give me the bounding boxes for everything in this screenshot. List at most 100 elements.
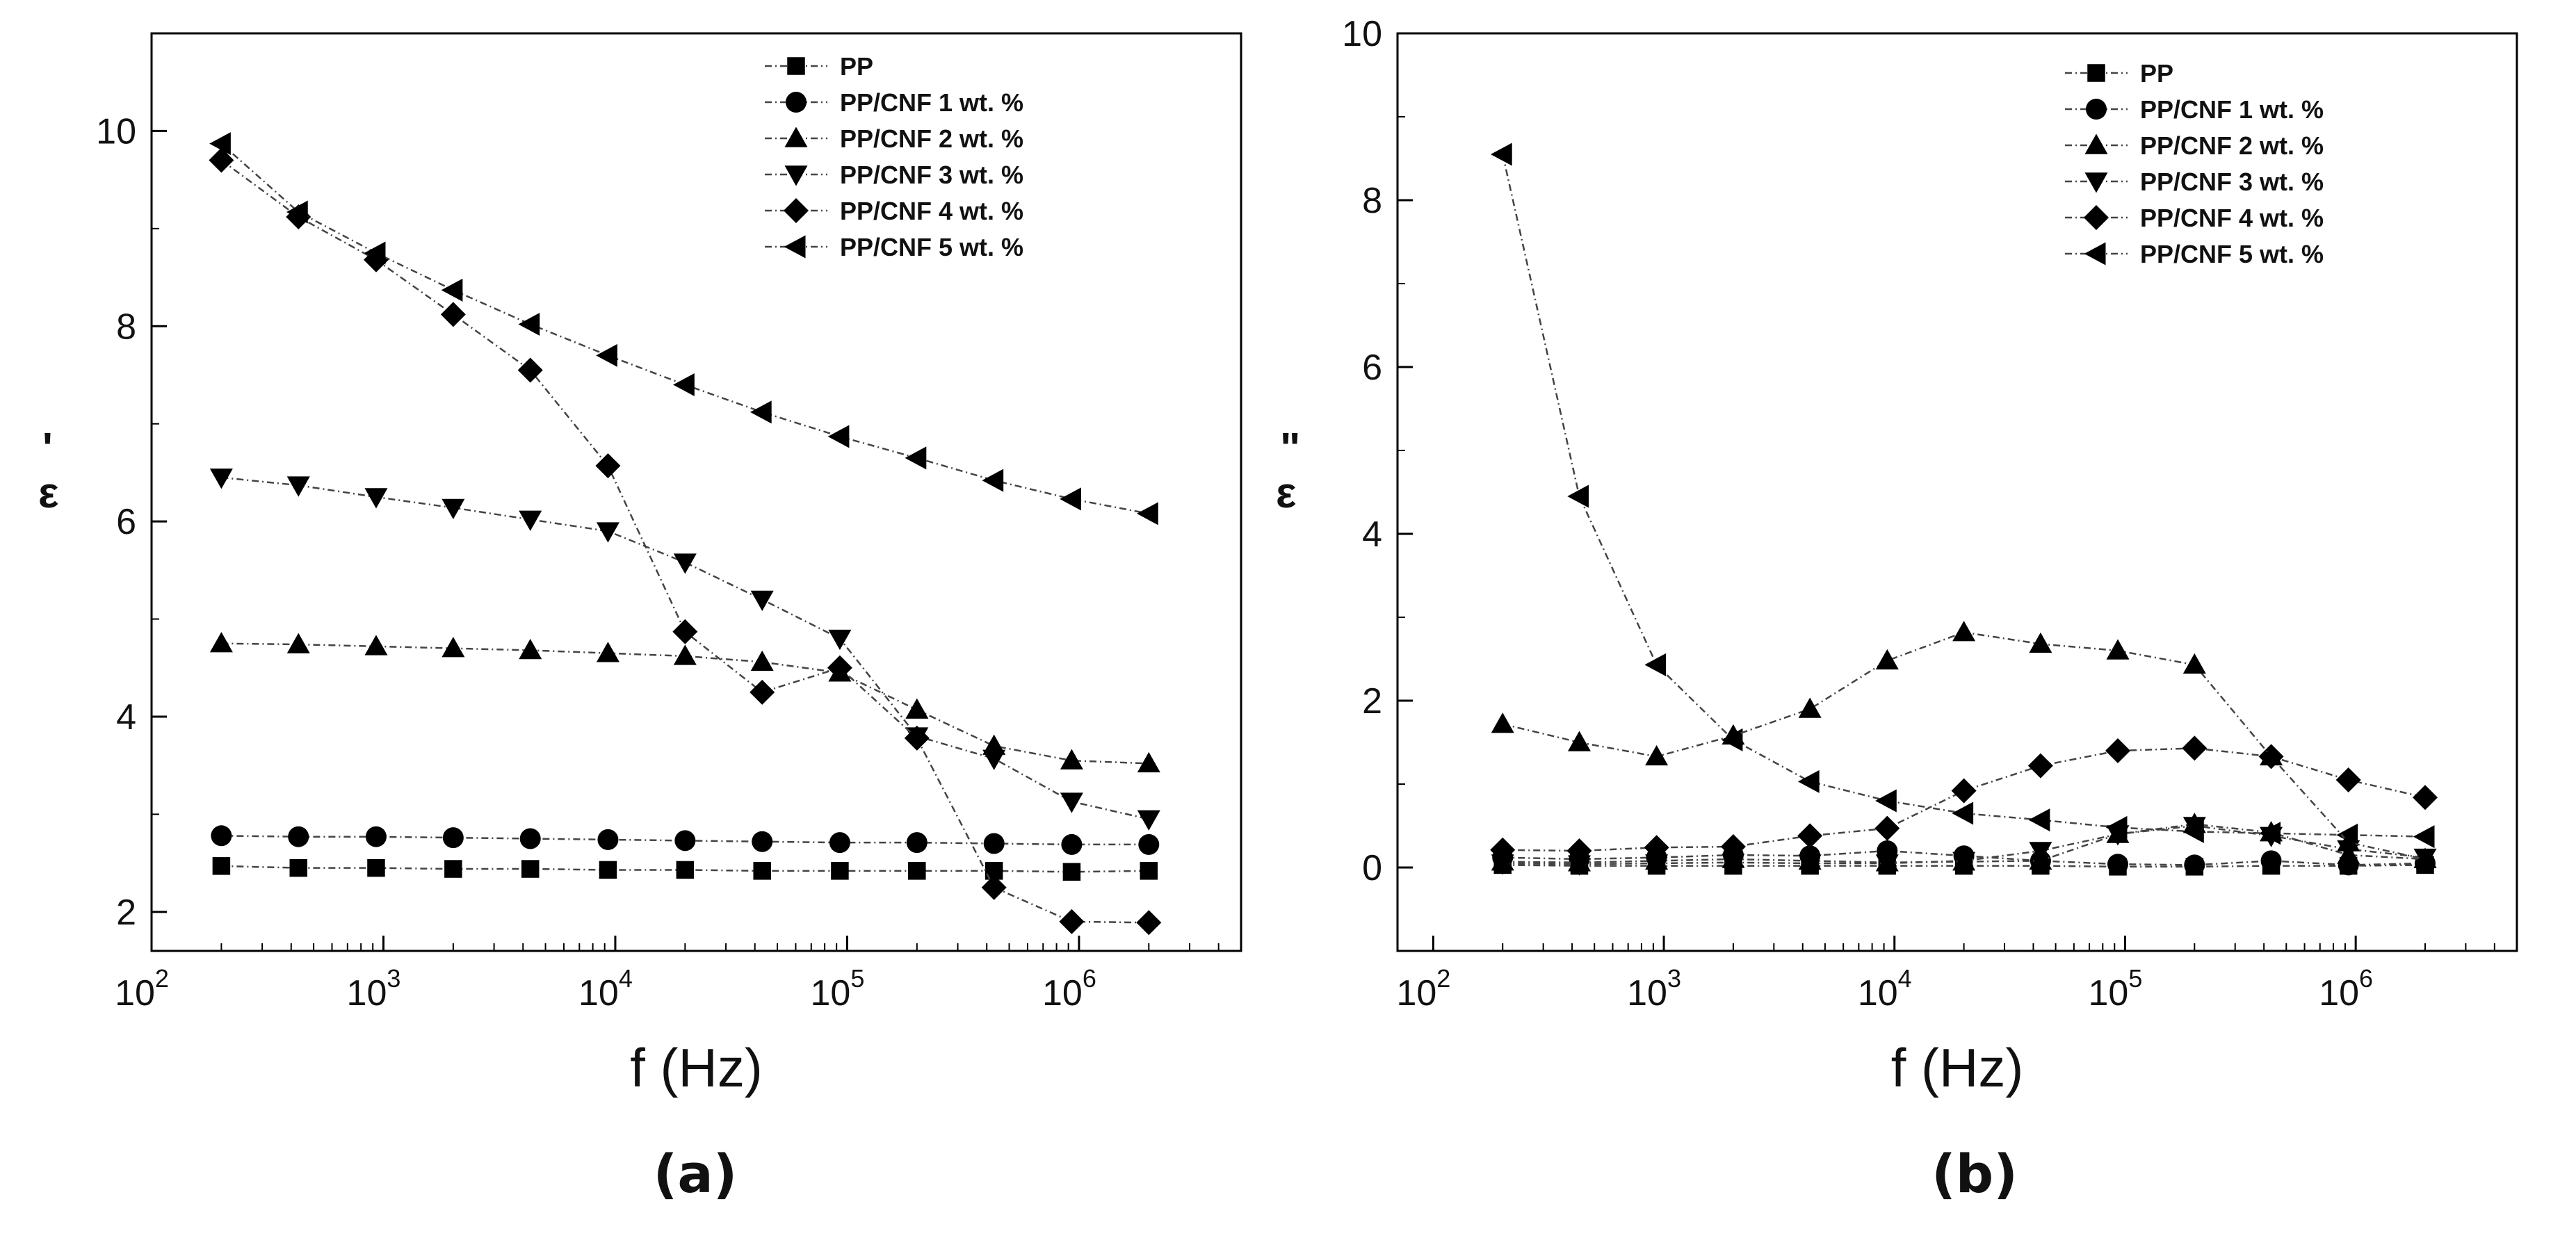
data-point xyxy=(1059,909,1085,934)
data-point xyxy=(364,635,388,655)
data-point xyxy=(676,861,695,879)
data-point xyxy=(1952,621,1976,642)
x-tick-label: 106 xyxy=(2319,964,2373,1013)
data-point xyxy=(1720,834,1746,859)
legend-marker xyxy=(786,92,807,113)
legend-label: PP/CNF 5 wt. % xyxy=(2140,240,2324,268)
x-tick-base: 10 xyxy=(1627,973,1667,1013)
y-tick-label: 6 xyxy=(116,502,136,542)
data-point xyxy=(753,862,771,880)
x-tick-label: 106 xyxy=(1042,964,1096,1013)
data-point xyxy=(2182,820,2204,843)
data-point xyxy=(2259,822,2281,845)
legend-marker xyxy=(784,235,806,259)
data-point xyxy=(2029,842,2052,863)
data-point xyxy=(365,826,387,847)
y-tick-label: 6 xyxy=(1362,348,1382,388)
data-point xyxy=(286,200,308,224)
data-point xyxy=(595,453,621,479)
data-point xyxy=(1060,487,1081,511)
y-axis-title-prime: " xyxy=(1280,425,1300,473)
data-point xyxy=(444,860,462,878)
data-point xyxy=(1490,142,1512,166)
y-tick-label: 2 xyxy=(1362,681,1382,722)
legend-marker xyxy=(2087,64,2105,82)
x-tick-exp: 4 xyxy=(1898,964,1912,993)
data-point xyxy=(1061,833,1083,855)
legend-marker xyxy=(2084,242,2106,266)
data-point xyxy=(1644,653,1667,676)
legend-marker xyxy=(787,57,805,75)
x-tick-label: 102 xyxy=(115,964,169,1013)
legend-label: PP/CNF 3 wt. % xyxy=(2140,168,2324,196)
data-point xyxy=(1491,854,1514,875)
y-axis-title-prime: ' xyxy=(42,425,53,473)
data-point xyxy=(2027,753,2053,779)
data-point xyxy=(750,679,775,705)
x-tick-label: 105 xyxy=(2089,964,2143,1013)
data-point xyxy=(209,469,233,489)
x-tick-exp: 2 xyxy=(155,964,169,993)
data-point xyxy=(1567,855,1591,876)
panel-label: (b) xyxy=(1931,1143,2018,1205)
data-point xyxy=(905,446,927,470)
data-point xyxy=(442,637,465,658)
data-point xyxy=(750,650,774,671)
y-tick-label: 0 xyxy=(1362,848,1382,888)
data-point xyxy=(982,734,1006,755)
x-tick-base: 10 xyxy=(810,973,850,1013)
data-point xyxy=(2182,653,2206,674)
data-point xyxy=(442,498,465,519)
data-point xyxy=(673,373,695,397)
data-point xyxy=(209,147,234,173)
data-point xyxy=(441,278,463,302)
data-point xyxy=(1875,789,1897,813)
data-point xyxy=(286,476,310,497)
y-tick-label: 4 xyxy=(1362,514,1382,555)
x-tick-label: 105 xyxy=(810,964,864,1013)
data-point xyxy=(906,832,927,854)
x-tick-exp: 5 xyxy=(2128,964,2142,993)
x-tick-base: 10 xyxy=(347,973,387,1013)
x-tick-exp: 2 xyxy=(1436,964,1450,993)
y-tick-label: 8 xyxy=(116,307,136,347)
x-tick-base: 10 xyxy=(578,973,619,1013)
data-point xyxy=(1797,769,1820,793)
data-point xyxy=(519,510,542,531)
y-axis-title: ε xyxy=(1276,469,1296,517)
data-point xyxy=(596,642,619,662)
data-point xyxy=(1644,835,1669,861)
data-point xyxy=(1722,724,1745,745)
data-point xyxy=(2182,735,2208,761)
legend-label: PP/CNF 3 wt. % xyxy=(840,161,1023,189)
panel-label: (a) xyxy=(654,1143,738,1205)
legend-marker xyxy=(2084,205,2109,230)
legend-label: PP/CNF 2 wt. % xyxy=(2140,131,2324,160)
data-point xyxy=(521,860,540,878)
data-point xyxy=(908,862,926,880)
data-point xyxy=(1138,833,1160,855)
y-tick-label: 4 xyxy=(116,697,136,738)
data-point xyxy=(289,858,307,877)
data-point xyxy=(2260,850,2282,872)
data-point xyxy=(1798,854,1822,875)
data-point xyxy=(981,874,1007,900)
x-tick-label: 103 xyxy=(1627,964,1681,1013)
data-point xyxy=(1060,792,1083,813)
data-point xyxy=(2337,831,2360,852)
legend-label: PP/CNF 1 wt. % xyxy=(840,88,1023,117)
data-point xyxy=(2413,825,2435,849)
data-point xyxy=(2335,767,2361,792)
y-tick-label: 8 xyxy=(1362,181,1382,221)
data-point xyxy=(442,827,464,849)
y-tick-label: 2 xyxy=(116,893,136,933)
x-tick-exp: 3 xyxy=(1667,964,1681,993)
data-point xyxy=(599,861,617,879)
x-tick-label: 103 xyxy=(347,964,401,1013)
data-point xyxy=(364,241,386,265)
data-point xyxy=(983,833,1005,854)
x-tick-exp: 6 xyxy=(1083,964,1096,993)
legend-marker xyxy=(2084,133,2108,154)
data-point xyxy=(209,632,233,653)
